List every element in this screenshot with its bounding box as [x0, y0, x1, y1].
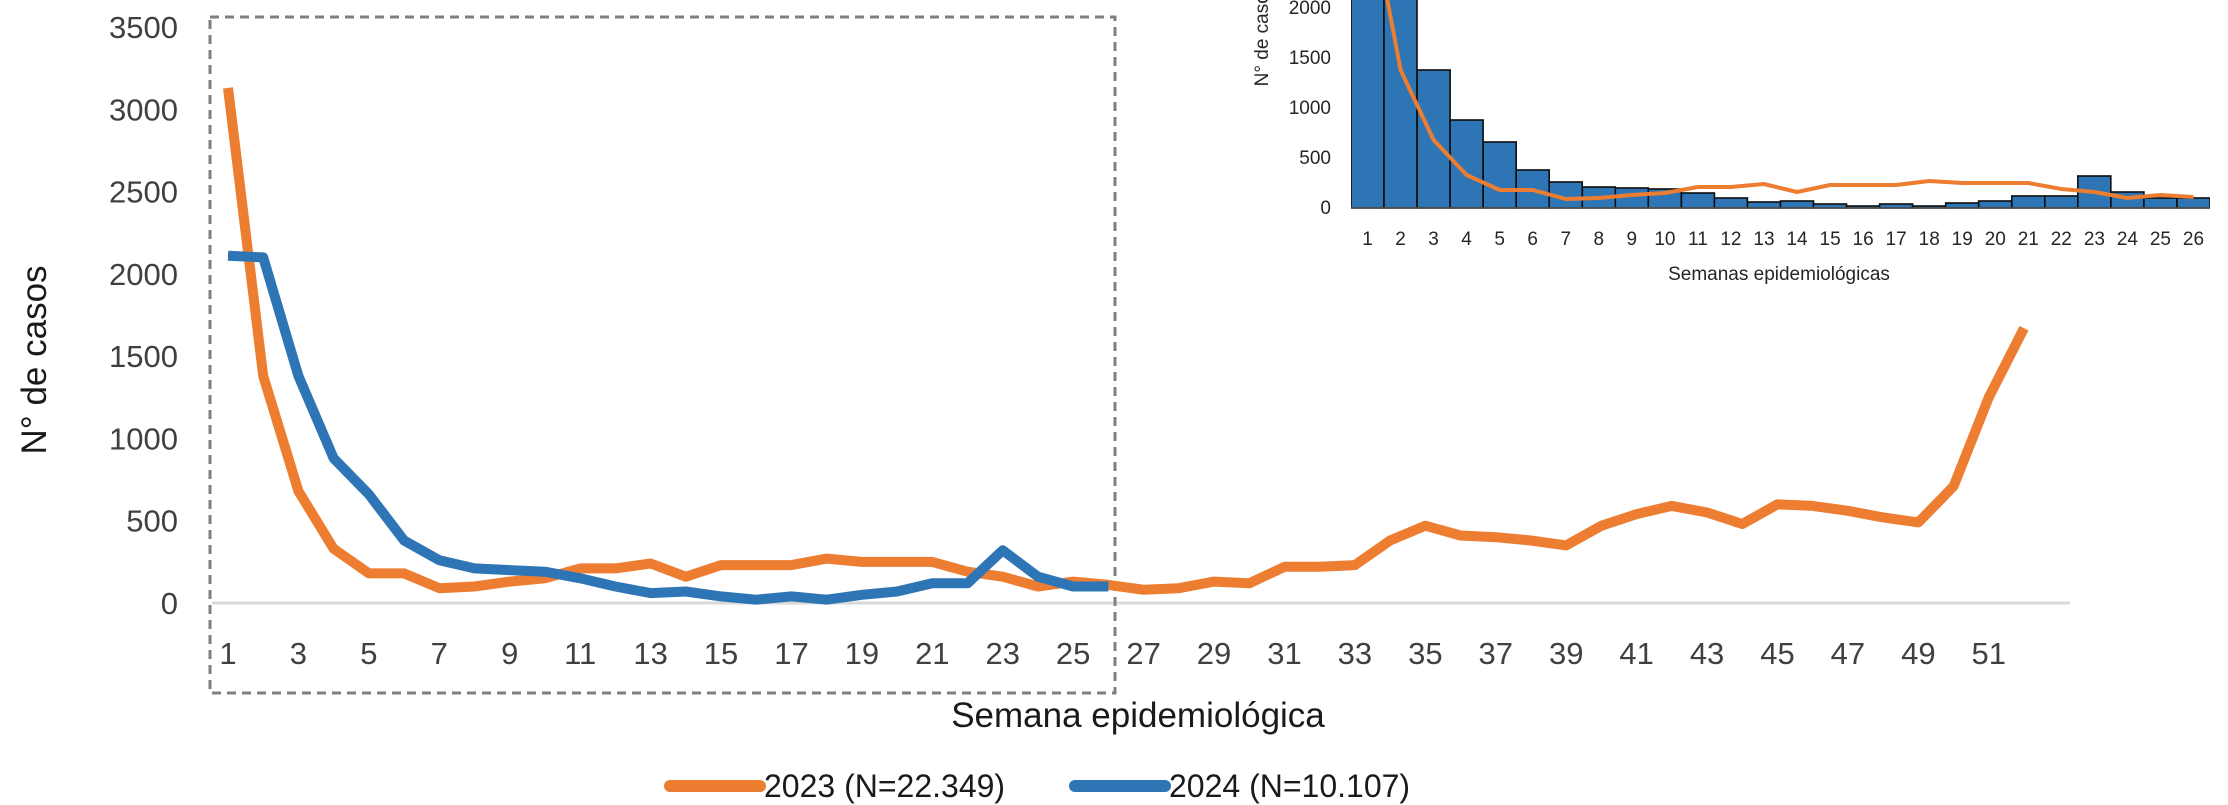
- inset-line-2023: [1385, 0, 2194, 201]
- x-tick-label: 39: [1549, 636, 1583, 671]
- inset-x-tick-label: 7: [1561, 229, 1572, 250]
- x-tick-label: 27: [1126, 636, 1160, 671]
- inset-x-tick-label: 26: [2183, 229, 2204, 250]
- inset-x-tick-label: 8: [1594, 229, 1605, 250]
- inset-x-axis-title: Semanas epidemiológicas: [1668, 264, 1890, 285]
- inset-x-tick-label: 11: [1688, 229, 1708, 250]
- inset-bar: [2011, 195, 2046, 209]
- inset-bar: [2044, 195, 2079, 209]
- inset-x-tick-label: 15: [1820, 229, 1841, 250]
- inset-bar: [2176, 197, 2210, 209]
- y-tick-label: 3500: [109, 10, 178, 45]
- inset-bar: [2143, 197, 2178, 209]
- inset-x-tick-label: 1: [1362, 229, 1373, 250]
- x-tick-label: 5: [360, 636, 377, 671]
- inset-x-tick-label: 14: [1786, 229, 1808, 250]
- inset-x-tick-label: 22: [2051, 229, 2072, 250]
- inset-x-tick-label: 23: [2084, 229, 2105, 250]
- y-tick-label: 1500: [109, 339, 178, 374]
- inset-y-tick-label: 2000: [1289, 0, 1331, 19]
- x-tick-label: 15: [704, 636, 738, 671]
- inset-bar: [1746, 201, 1782, 209]
- x-tick-label: 25: [1056, 636, 1090, 671]
- inset-bar: [1680, 192, 1716, 209]
- y-axis-title: N° de casos: [15, 265, 54, 454]
- inset-y-tick-label: 0: [1320, 198, 1331, 219]
- x-axis-title: Semana epidemiológica: [951, 696, 1325, 735]
- inset-x-tick-label: 16: [1853, 229, 1874, 250]
- x-tick-label: 43: [1690, 636, 1724, 671]
- inset-x-tick-label: 10: [1654, 229, 1675, 250]
- y-tick-label: 0: [161, 586, 178, 621]
- x-tick-label: 31: [1267, 636, 1301, 671]
- x-tick-label: 35: [1408, 636, 1442, 671]
- inset-x-tick-label: 18: [1919, 229, 1940, 250]
- x-tick-label: 21: [915, 636, 949, 671]
- inset-bar: [1482, 141, 1517, 209]
- inset-x-tick-label: 12: [1720, 229, 1741, 250]
- x-tick-label: 37: [1479, 636, 1513, 671]
- inset-y-tick-label: 1000: [1289, 98, 1331, 119]
- y-tick-label: 3000: [109, 92, 178, 127]
- x-tick-label: 29: [1197, 636, 1231, 671]
- x-tick-label: 19: [845, 636, 879, 671]
- x-tick-label: 9: [501, 636, 518, 671]
- x-tick-label: 7: [431, 636, 448, 671]
- inset-x-tick-label: 2: [1395, 229, 1406, 250]
- inset-bar: [1977, 200, 2013, 209]
- x-tick-label: 1: [219, 636, 236, 671]
- inset-x-tick-label: 17: [1886, 229, 1907, 250]
- inset-plot: [1351, 0, 2210, 209]
- inset-x-tick-label: 24: [2117, 229, 2139, 250]
- y-tick-label: 1000: [109, 421, 178, 456]
- highlight-box: [208, 15, 1117, 695]
- y-tick-label: 500: [126, 504, 178, 539]
- x-tick-label: 11: [564, 636, 596, 671]
- inset-x-tick-label: 5: [1494, 229, 1505, 250]
- inset-bar: [1779, 200, 1815, 209]
- x-tick-label: 13: [633, 636, 667, 671]
- x-tick-label: 51: [1972, 636, 2006, 671]
- legend-label-2023: 2023 (N=22.349): [764, 768, 1005, 804]
- x-tick-label: 17: [774, 636, 808, 671]
- inset-x-tick-label: 3: [1428, 229, 1439, 250]
- inset-x-tick-label: 6: [1527, 229, 1538, 250]
- x-tick-label: 45: [1760, 636, 1794, 671]
- inset-x-tick-label: 4: [1461, 229, 1472, 250]
- inset-bar: [1383, 0, 1418, 209]
- inset-bar: [1713, 197, 1749, 209]
- x-tick-label: 49: [1901, 636, 1935, 671]
- x-tick-label: 47: [1831, 636, 1865, 671]
- inset-x-tick-label: 13: [1753, 229, 1774, 250]
- legend-label-2024: 2024 (N=10.107): [1169, 768, 1410, 804]
- series-2024-line: [227, 250, 1109, 605]
- inset-y-tick-label: 1500: [1289, 48, 1331, 69]
- x-tick-label: 3: [290, 636, 307, 671]
- inset-y-tick-label: 500: [1299, 148, 1331, 169]
- inset-x-tick-label: 20: [1985, 229, 2006, 250]
- inset-y-axis-title: N° de casos: [1252, 0, 1273, 86]
- y-tick-label: 2000: [109, 257, 178, 292]
- x-tick-label: 41: [1619, 636, 1653, 671]
- y-tick-label: 2500: [109, 175, 178, 210]
- inset-x-tick-label: 19: [1952, 229, 1973, 250]
- inset-x-tick-label: 21: [2018, 229, 2039, 250]
- x-tick-label: 33: [1338, 636, 1372, 671]
- x-tick-label: 23: [986, 636, 1020, 671]
- inset-x-tick-label: 25: [2150, 229, 2171, 250]
- series-2023-line: [223, 87, 2029, 595]
- inset-bar: [1351, 0, 1385, 209]
- inset-x-tick-label: 9: [1627, 229, 1638, 250]
